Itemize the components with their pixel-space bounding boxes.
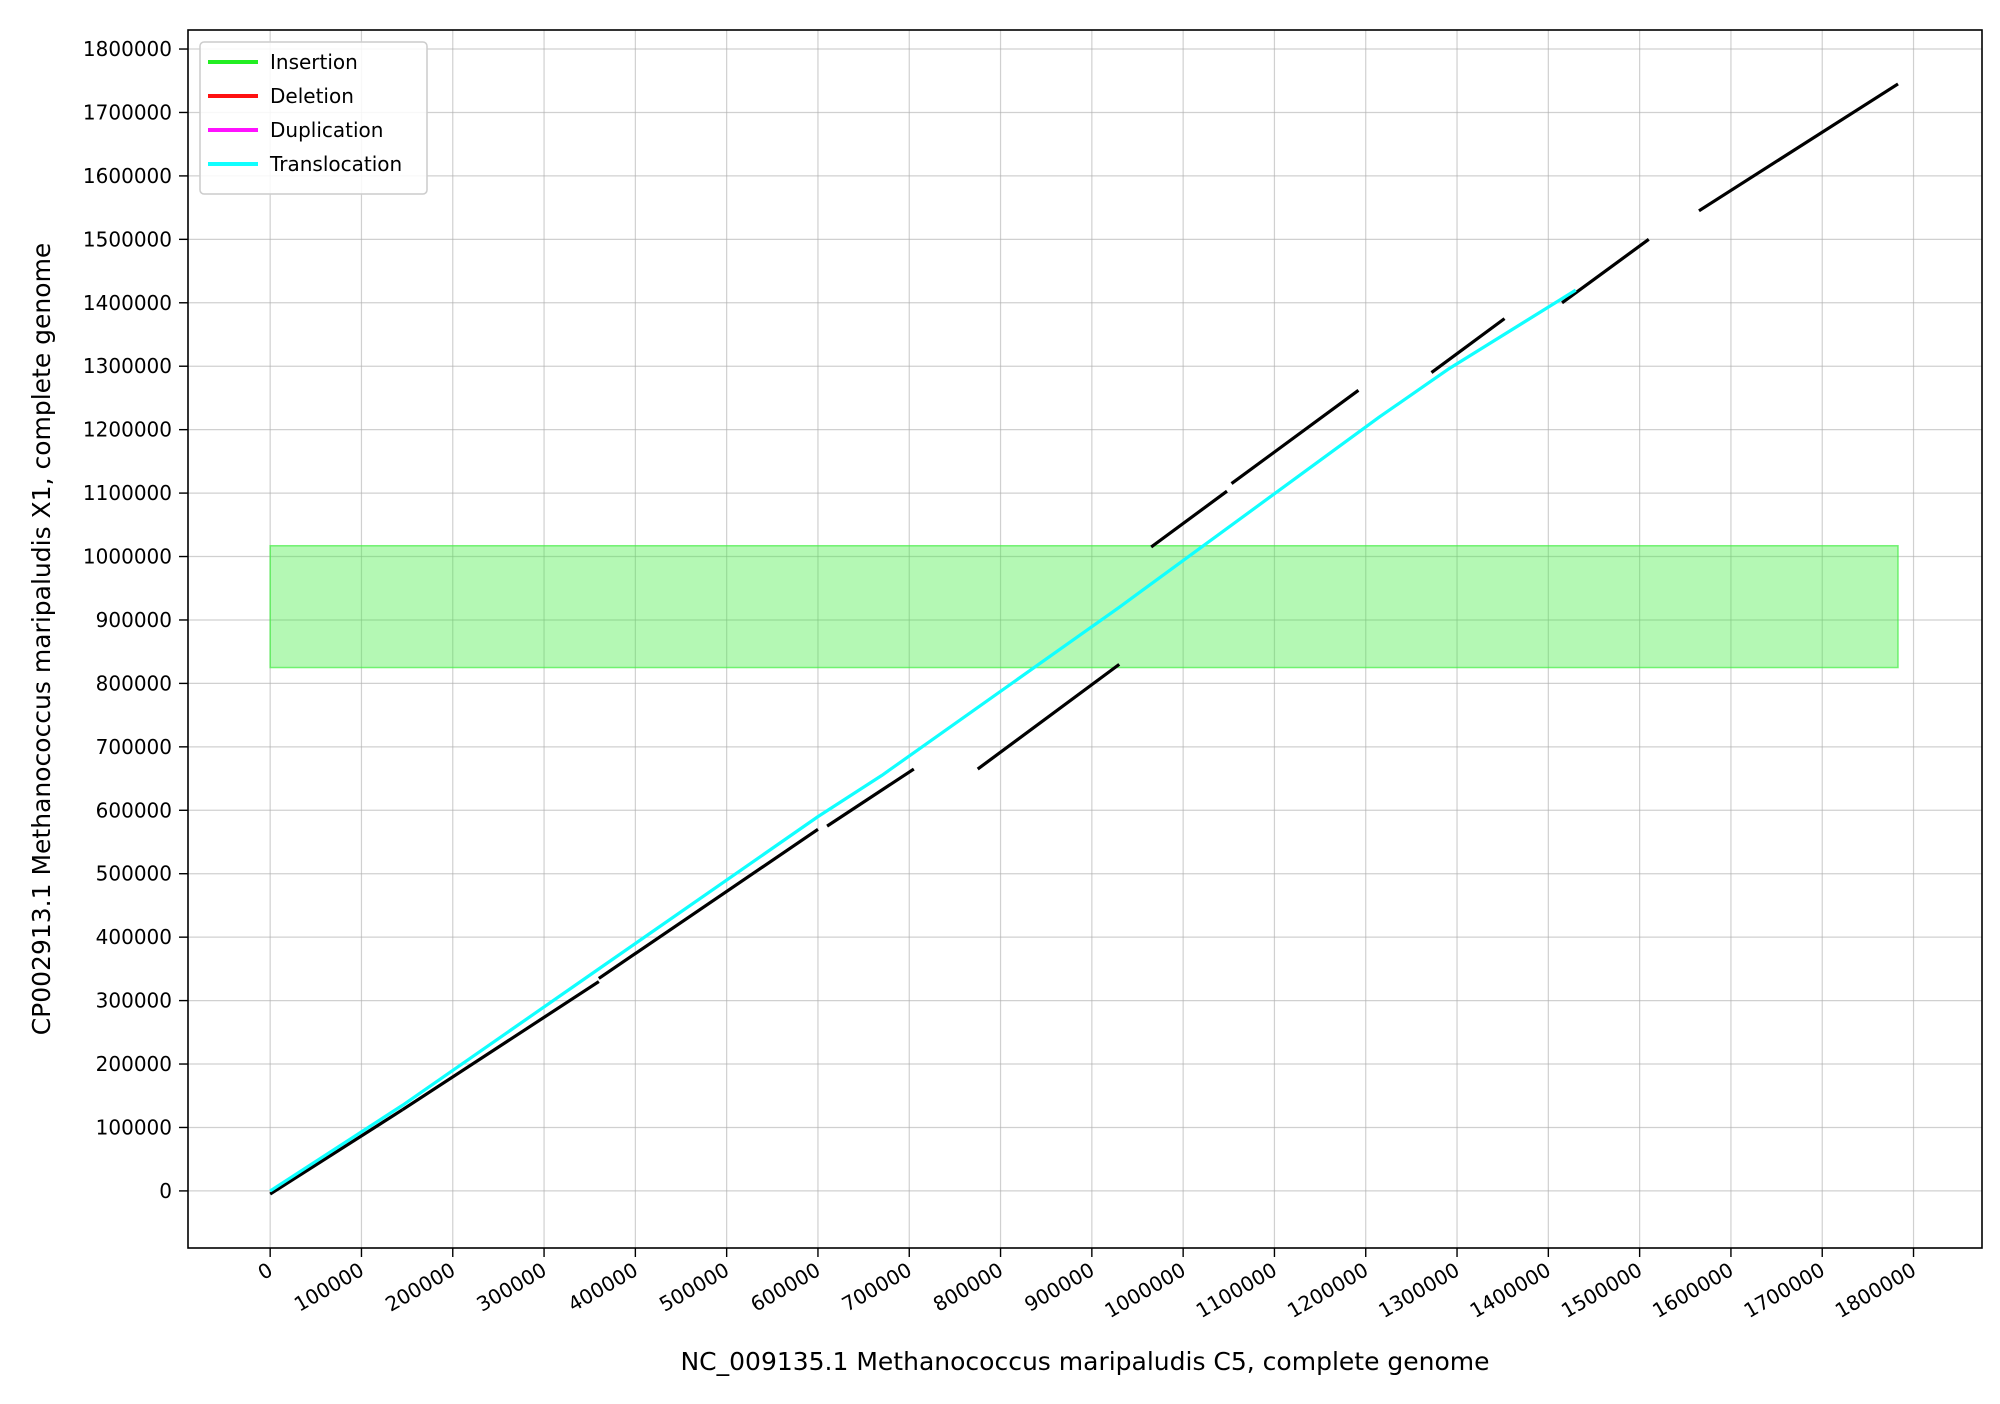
legend-label: Translocation — [269, 152, 402, 176]
alignment-segment — [597, 827, 819, 980]
alignment-segment — [1150, 489, 1228, 549]
alignment-segment — [1430, 317, 1506, 374]
legend-label: Deletion — [270, 84, 354, 108]
y-tick-label: 900000 — [96, 608, 172, 632]
plot-frame — [187, 29, 1983, 1249]
x-axis-label: NC_009135.1 Methanococcus maripaludis C5… — [680, 1347, 1489, 1376]
y-tick-label: 1700000 — [83, 100, 172, 124]
y-tick-label: 1000000 — [83, 545, 172, 569]
y-tick-label: 1200000 — [83, 418, 172, 442]
y-axis-ticks: 0 100000 200000 300000 400000 500000 600000 700… — [83, 37, 188, 1203]
alignment-segment — [1698, 82, 1899, 213]
grid-layer — [188, 30, 1982, 1248]
y-tick-label: 500000 — [96, 862, 172, 886]
y-tick-label: 600000 — [96, 798, 172, 822]
y-tick-label: 300000 — [96, 989, 172, 1013]
legend-box — [199, 41, 428, 195]
alignment-segment — [1561, 238, 1650, 305]
y-tick-label: 0 — [159, 1179, 172, 1203]
y-axis-label: CP002913.1 Methanococcus maripaludis X1,… — [27, 243, 56, 1036]
insertion-band — [269, 544, 1899, 669]
y-tick-label: 100000 — [96, 1115, 172, 1139]
legend-label: Duplication — [270, 118, 383, 142]
translocation-line — [269, 288, 1577, 1193]
y-tick-label: 1100000 — [83, 481, 172, 505]
alignment-segment — [826, 767, 915, 828]
y-tick-label: 700000 — [96, 735, 172, 759]
y-tick-label: 800000 — [96, 671, 172, 695]
y-tick-label: 1400000 — [83, 291, 172, 315]
y-tick-label: 1800000 — [83, 37, 172, 61]
alignment-segment-layer — [269, 82, 1899, 1196]
alignment-segment — [1230, 389, 1360, 485]
legend-label: Insertion — [270, 50, 358, 74]
y-tick-label: 1600000 — [83, 164, 172, 188]
alignment-segment — [401, 980, 600, 1112]
legend: Insertion Deletion Duplication Translocatio… — [199, 41, 428, 195]
alignment-segment — [976, 663, 1121, 771]
alignment-segment — [269, 1108, 404, 1196]
y-tick-label: 200000 — [96, 1052, 172, 1076]
translocation-layer — [269, 288, 1577, 1193]
y-tick-label: 400000 — [96, 925, 172, 949]
insertion-band-layer — [269, 544, 1899, 669]
y-tick-label: 1300000 — [83, 354, 172, 378]
y-tick-label: 1500000 — [83, 227, 172, 251]
